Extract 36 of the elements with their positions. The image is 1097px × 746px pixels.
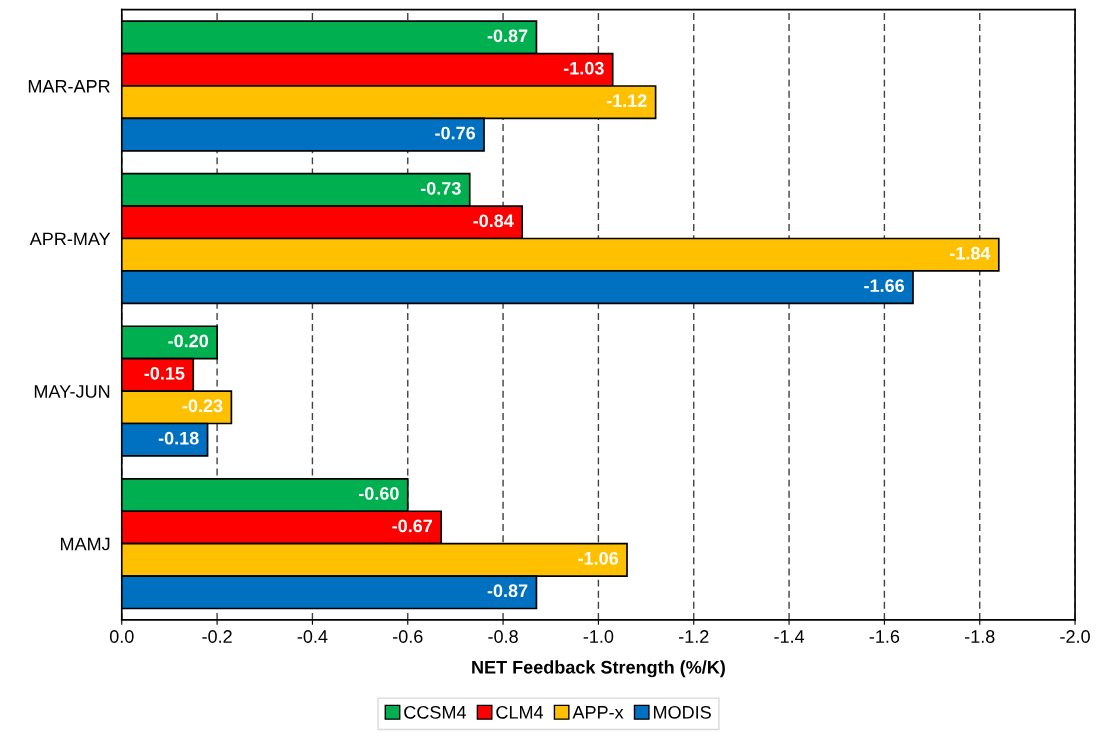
data-label: -0.23 — [182, 399, 223, 413]
x-tick-label: 0.0 — [109, 630, 134, 643]
x-tick-label: -1.4 — [774, 630, 805, 643]
data-label: -1.06 — [578, 551, 619, 565]
data-label: -0.87 — [487, 29, 528, 43]
x-tick-label: -1.0 — [583, 630, 614, 643]
data-label: -0.15 — [144, 366, 185, 380]
data-label: -1.84 — [950, 246, 991, 260]
data-label: -1.03 — [563, 61, 604, 75]
x-tick-label: -0.2 — [202, 630, 232, 643]
data-label: -0.20 — [168, 334, 209, 348]
data-label: -0.87 — [487, 584, 528, 598]
legend-label: CCSM4 — [404, 705, 467, 719]
x-tick-label: -1.6 — [869, 630, 900, 643]
legend-label: CLM4 — [496, 705, 544, 719]
data-label: -1.12 — [606, 94, 647, 107]
data-label: -0.84 — [473, 214, 514, 228]
data-label: -1.66 — [864, 279, 905, 293]
legend-label: MODIS — [654, 705, 711, 719]
data-label: -0.73 — [420, 181, 461, 195]
legend-label: APP-x — [572, 706, 624, 719]
x-tick-label: -0.4 — [297, 630, 328, 643]
data-label: -0.60 — [358, 487, 399, 500]
x-tick-label: -0.6 — [393, 630, 423, 643]
x-axis-title: NET Feedback Strength (%/K) — [472, 660, 725, 678]
x-tick-label: -1.2 — [678, 630, 709, 643]
y-tick-label: MAR-APR — [28, 80, 110, 93]
y-tick-label: APR-MAY — [29, 232, 111, 246]
y-tick-label: MAY-JUN — [34, 385, 110, 398]
y-tick-label: MAMJ — [60, 537, 110, 551]
x-tick-label: -2.0 — [1060, 630, 1090, 643]
data-label: -0.76 — [435, 126, 476, 140]
data-label: -0.67 — [392, 519, 432, 533]
data-label: -0.18 — [158, 431, 199, 445]
x-tick-label: -1.8 — [964, 630, 995, 643]
x-tick-label: -0.8 — [488, 630, 518, 643]
